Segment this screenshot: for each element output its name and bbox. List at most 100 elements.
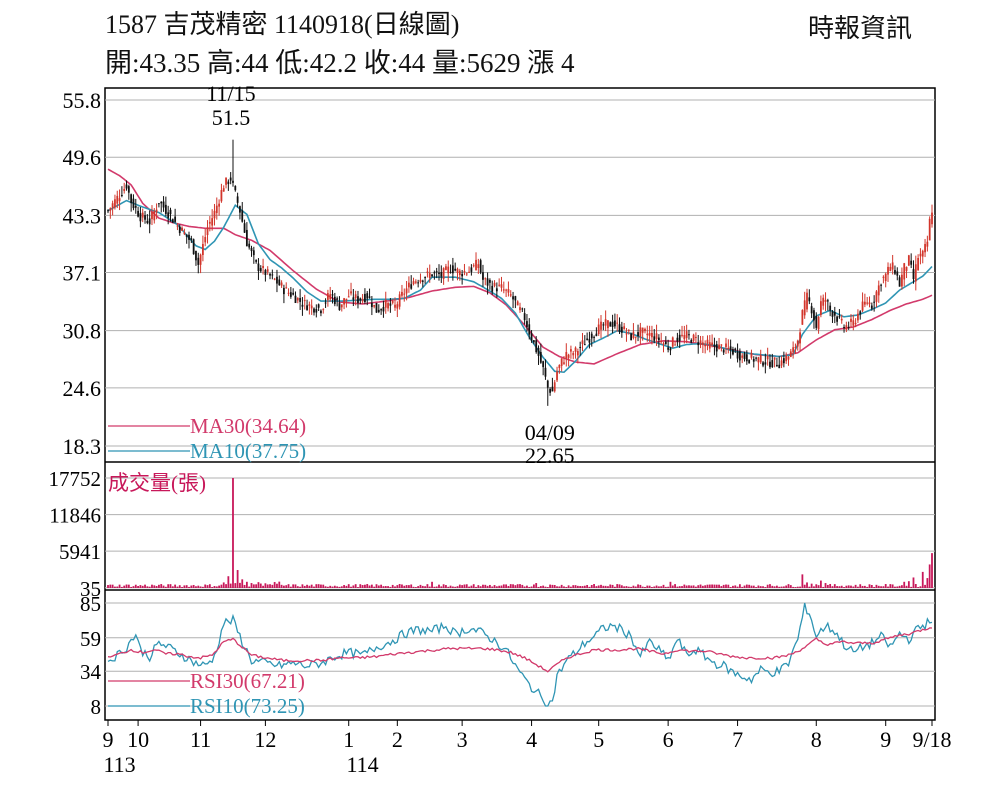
candle-body <box>581 340 584 344</box>
volume-bar <box>188 586 190 588</box>
candle-body <box>160 201 163 204</box>
candle-body <box>611 321 614 327</box>
volume-bar <box>225 584 227 588</box>
candle-body <box>190 238 193 240</box>
volume-bar <box>169 584 172 588</box>
volume-bar <box>394 586 396 588</box>
candle-body <box>898 277 901 287</box>
volume-bar <box>398 583 401 588</box>
volume-bar <box>495 586 498 588</box>
candle-body <box>551 386 554 392</box>
candle-body <box>229 177 232 181</box>
volume-bar <box>500 585 503 588</box>
volume-bar <box>887 586 889 588</box>
x-month-label: 10 <box>127 727 149 752</box>
volume-bar <box>155 586 158 588</box>
candle-body <box>537 347 540 356</box>
volume-bar <box>195 586 197 588</box>
volume-bar <box>683 584 686 588</box>
candle-body <box>354 294 357 299</box>
volume-bar <box>914 584 917 588</box>
candle-body <box>225 177 227 185</box>
candle-body <box>713 344 716 347</box>
candle-body <box>421 280 424 282</box>
volume-bar <box>357 587 359 588</box>
candle-body <box>847 326 850 328</box>
volume-bar <box>850 585 852 588</box>
candle-body <box>505 289 508 291</box>
candle-body <box>498 284 501 286</box>
candle-body <box>757 357 760 363</box>
volume-bar <box>278 581 281 588</box>
candle-body <box>201 243 204 256</box>
candle-body <box>819 301 822 315</box>
volume-bar <box>725 584 727 588</box>
volume-bar <box>574 585 577 588</box>
volume-bar <box>750 585 753 588</box>
price-tick-label: 49.6 <box>63 145 102 170</box>
volume-bar <box>137 586 139 588</box>
candle-body <box>257 263 260 272</box>
volume-bar <box>681 586 683 588</box>
volume-bar <box>262 585 264 588</box>
volume-bar <box>454 586 457 588</box>
candle-body <box>625 333 628 335</box>
candle-body <box>456 268 459 273</box>
volume-bar <box>440 586 443 588</box>
volume-bar <box>475 586 477 588</box>
volume-bar <box>220 584 223 588</box>
candle-body <box>178 226 181 234</box>
candle-body <box>857 313 859 321</box>
candle-body <box>493 282 496 286</box>
volume-bar <box>907 581 910 588</box>
candle-body <box>574 347 577 352</box>
candle-body <box>695 336 697 338</box>
volume-tick-label: 35 <box>80 577 101 601</box>
candle-body <box>750 353 753 358</box>
volume-bar <box>583 585 586 588</box>
volume-bar <box>671 585 674 588</box>
volume-bar <box>333 585 336 588</box>
volume-bar <box>523 586 526 588</box>
volume-bar <box>743 585 746 588</box>
volume-bar <box>377 585 380 588</box>
volume-bar <box>866 586 869 588</box>
volume-bar <box>889 584 892 588</box>
volume-bar <box>604 585 607 588</box>
volume-bar <box>287 584 290 588</box>
candle-body <box>271 274 274 276</box>
candle-body <box>526 321 528 328</box>
candle-body <box>181 227 183 231</box>
volume-bar <box>808 586 811 588</box>
rsi30-line <box>107 627 933 673</box>
candle-body <box>338 303 341 311</box>
volume-bar <box>880 586 882 588</box>
candle-body <box>264 270 267 276</box>
candle-body <box>701 342 704 345</box>
candle-body <box>609 322 612 327</box>
candle-body <box>896 271 899 276</box>
volume-bar <box>917 587 920 588</box>
volume-bar <box>613 586 616 588</box>
candle-body <box>662 343 665 345</box>
volume-bar <box>190 585 193 588</box>
candle-body <box>495 288 498 292</box>
candle-body <box>310 305 313 309</box>
candle-body <box>259 268 262 272</box>
x-month-label: 6 <box>663 727 674 752</box>
candle-body <box>384 299 387 308</box>
volume-bar <box>762 586 764 588</box>
candle-body <box>641 327 644 333</box>
price-tick-label: 43.3 <box>63 203 102 228</box>
volume-bar <box>412 586 415 588</box>
candle-body <box>882 276 885 278</box>
volume-bar <box>792 586 795 588</box>
volume-bar <box>208 584 211 588</box>
candle-body <box>164 204 167 214</box>
volume-bar <box>259 583 262 588</box>
candle-body <box>766 356 769 360</box>
volume-bar <box>551 584 554 588</box>
volume-bar <box>350 586 352 588</box>
volume-bar <box>863 585 866 588</box>
volume-bar <box>773 586 776 588</box>
